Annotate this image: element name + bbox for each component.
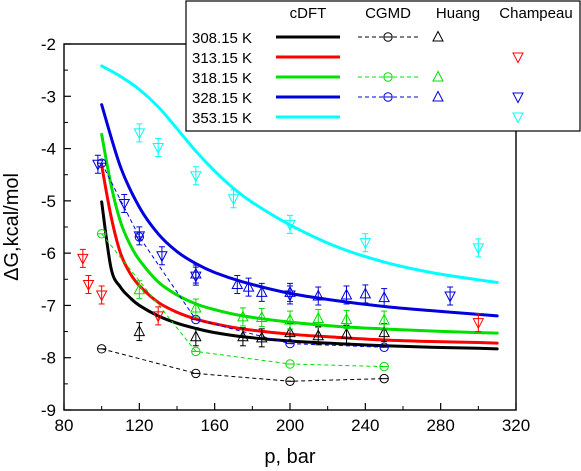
champeau-point-353_15-k: [227, 194, 240, 206]
huang-point-308_15-k: [312, 329, 325, 341]
cgmd-line-308_15-k: [101, 348, 385, 382]
huang-series: [133, 264, 390, 348]
y-tick-label: -6: [41, 244, 56, 263]
x-tick-label: 240: [351, 416, 379, 435]
champeau-point-313_15-k: [472, 318, 485, 330]
huang-point-308_15-k: [255, 331, 268, 343]
champeau-point-328_15-k: [190, 271, 202, 283]
x-tick-label: 160: [200, 416, 228, 435]
champeau-point-328_15-k: [156, 251, 168, 263]
champeau-point-353_15-k: [284, 219, 296, 231]
champeau-series: [77, 123, 485, 333]
legend-row-label: 353.15 K: [192, 110, 252, 127]
y-tick-label: -2: [41, 35, 56, 54]
cgmd-line-318_15-k: [101, 233, 385, 368]
champeau-point-328_15-k: [118, 198, 131, 211]
champeau-point-353_15-k: [133, 128, 146, 140]
y-tick-label: -7: [41, 296, 56, 315]
x-tick-label: 120: [125, 416, 153, 435]
legend-row-label: 308.15 K: [192, 30, 252, 47]
champeau-point-328_15-k: [284, 290, 296, 302]
cgmd-series: [96, 158, 389, 386]
x-tick-label: 80: [55, 416, 74, 435]
axes: 80 120 160 200 240 280 320 -9 -8 -7 -6 -5 -4 -3 -2: [41, 35, 530, 435]
champeau-point-353_15-k: [152, 143, 164, 155]
legend-header-huang: Huang: [436, 5, 480, 22]
champeau-point-313_15-k: [95, 290, 108, 302]
champeau-point-313_15-k: [77, 253, 89, 265]
legend-huang-marker-318_15-k: [432, 70, 444, 82]
champeau-point-353_15-k: [190, 171, 202, 183]
huang-point-328_15-k: [340, 288, 353, 300]
champeau-point-328_15-k: [92, 159, 104, 171]
champeau-point-313_15-k: [82, 280, 95, 292]
huang-point-318_15-k: [255, 310, 268, 322]
legend-huang-marker-308_15-k: [432, 30, 444, 42]
champeau-point-353_15-k: [359, 238, 372, 250]
legend-row-label: 313.15 K: [192, 50, 252, 67]
huang-point-328_15-k: [359, 287, 372, 299]
huang-point-318_15-k: [133, 283, 146, 295]
champeau-point-328_15-k: [444, 291, 456, 303]
champeau-point-328_15-k: [133, 231, 146, 243]
huang-point-318_15-k: [190, 301, 202, 313]
huang-point-318_15-k: [284, 313, 296, 325]
cdft-lines: [100, 64, 499, 351]
huang-point-318_15-k: [378, 313, 390, 325]
huang-point-318_15-k: [237, 310, 249, 322]
huang-point-328_15-k: [312, 289, 325, 301]
legend-box: [185, 0, 581, 132]
champeau-point-353_15-k: [472, 243, 485, 255]
cdft-line-318_15-k: [100, 132, 499, 335]
huang-point-308_15-k: [133, 324, 146, 337]
huang-point-318_15-k: [312, 311, 325, 323]
legend-champeau-marker-313_15-k: [512, 52, 524, 64]
huang-point-328_15-k: [255, 285, 268, 297]
legend-header-cgmd: CGMD: [365, 5, 411, 22]
huang-point-328_15-k: [378, 291, 390, 303]
x-axis-title: p, bar: [264, 446, 315, 468]
huang-point-308_15-k: [284, 326, 296, 338]
legend-row-label: 328.15 K: [192, 90, 252, 107]
legend: cDFT CGMD Huang Champeau 308.15 K 313.15 K 318…: [185, 0, 581, 132]
legend-champeau-marker-328_15-k: [512, 92, 524, 104]
cdft-line-308_15-k: [100, 200, 499, 351]
cdft-line-353_15-k: [100, 64, 499, 284]
cdft-line-328_15-k: [100, 103, 499, 318]
legend-huang-marker-328_15-k: [432, 90, 444, 102]
x-tick-label: 200: [276, 416, 304, 435]
y-axis-title: ΔG,kcal/mol: [1, 173, 23, 281]
y-tick-label: -5: [41, 192, 56, 211]
huang-point-328_15-k: [231, 277, 244, 290]
huang-point-308_15-k: [378, 326, 390, 338]
legend-header-cdft: cDFT: [290, 5, 327, 22]
y-tick-label: -8: [41, 349, 56, 368]
champeau-point-313_15-k: [152, 311, 164, 323]
huang-point-308_15-k: [237, 330, 249, 342]
y-tick-label: -4: [41, 140, 56, 159]
huang-point-328_15-k: [242, 280, 255, 292]
huang-point-308_15-k: [190, 330, 202, 342]
legend-champeau-marker-353_15-k: [512, 112, 524, 124]
x-tick-label: 320: [502, 416, 530, 435]
y-tick-label: -3: [41, 87, 56, 106]
huang-point-318_15-k: [340, 312, 353, 325]
y-tick-label: -9: [41, 401, 56, 420]
x-tick-label: 280: [426, 416, 454, 435]
legend-header-champeau: Champeau: [499, 5, 572, 22]
legend-row-label: 318.15 K: [192, 70, 252, 87]
huang-point-308_15-k: [340, 327, 353, 339]
